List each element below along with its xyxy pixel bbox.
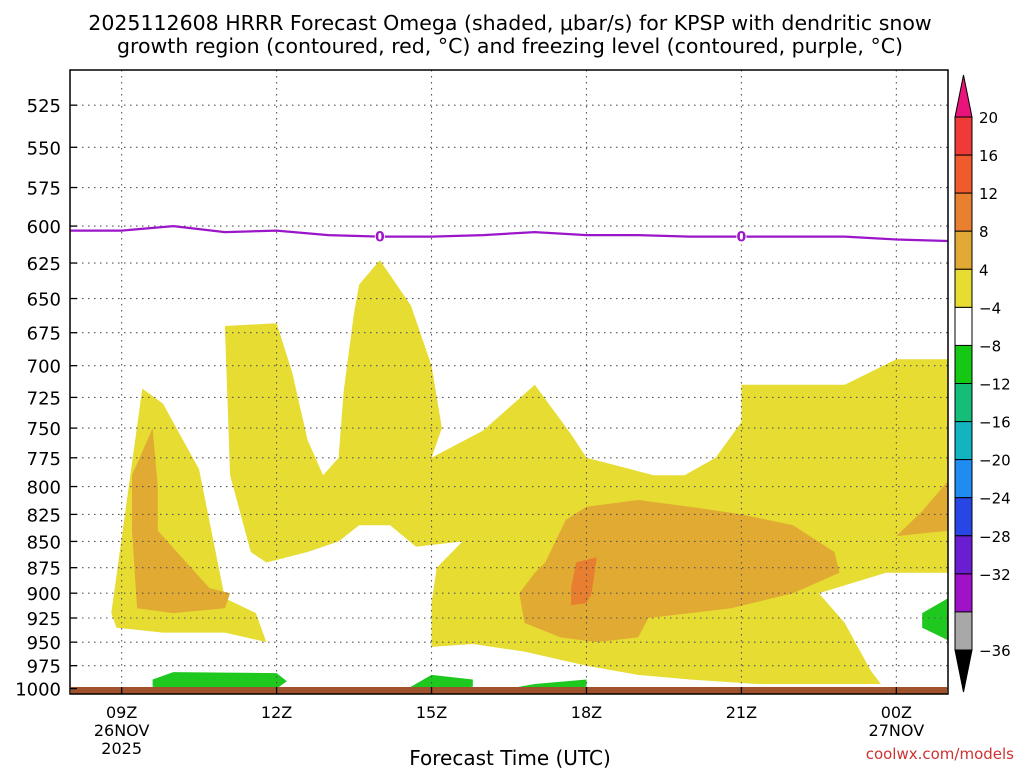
y-tick-label-800: 800: [27, 478, 61, 499]
credit-text: coolwx.com/models: [866, 745, 1014, 763]
chart-title-line2: growth region (contoured, red, °C) and f…: [117, 34, 903, 58]
colorbar-bin-2: [954, 192, 973, 232]
freezing-label-0: 0: [375, 230, 385, 246]
colorbar-label-11: −28: [979, 528, 1011, 546]
y-tick-label-900: 900: [27, 584, 61, 605]
colorbar-label-9: −20: [979, 452, 1011, 470]
freezing-label-1: 0: [737, 230, 747, 246]
chart-title-line1: 2025112608 HRRR Forecast Omega (shaded, …: [88, 11, 931, 35]
plot-frame: [69, 69, 949, 695]
colorbar-bin-0: [954, 116, 973, 156]
colorbar-label-1: 16: [979, 147, 998, 165]
y-tick-label-875: 875: [27, 559, 61, 580]
x-tick-label-24: 00Z: [881, 703, 912, 722]
colorbar-label-2: 12: [979, 185, 998, 203]
colorbar-label-4: 4: [979, 261, 989, 279]
y-tick-label-700: 700: [27, 357, 61, 378]
y-tick-label-575: 575: [27, 179, 61, 200]
x-tick-label-9: 09Z: [106, 703, 137, 722]
x-tick-label-18: 18Z: [571, 703, 602, 722]
colorbar-label-0: 20: [979, 109, 998, 127]
x-axis-label: Forecast Time (UTC): [409, 746, 611, 768]
y-tick-label-675: 675: [27, 324, 61, 345]
ground-layer: [71, 687, 947, 694]
colorbar-bin-1: [954, 154, 973, 194]
colorbar-label-13: −36: [979, 642, 1011, 660]
x-tick-label-15: 15Z: [416, 703, 447, 722]
omega-region-4: [571, 557, 597, 606]
colorbar-bin-10: [954, 497, 973, 537]
colorbar-label-12: −32: [979, 566, 1011, 584]
colorbar-bin-4: [954, 268, 973, 308]
y-tick-label-725: 725: [27, 388, 61, 409]
colorbar-bin-3: [954, 230, 973, 270]
colorbar-bin-12: [954, 573, 973, 613]
freezing-label-bg-0: [374, 228, 385, 245]
y-tick-label-525: 525: [27, 96, 61, 117]
y-tick-label-850: 850: [27, 532, 61, 553]
colorbar: 20 16 12 8 4 −4 −8 −12 −16 −20 −24 −28 −32 −36: [954, 74, 1011, 693]
y-tick-label-950: 950: [27, 633, 61, 654]
colorbar-label-8: −16: [979, 414, 1011, 432]
y-tick-label-750: 750: [27, 419, 61, 440]
x-tick-label-12: 12Z: [261, 703, 292, 722]
colorbar-bin-8: [954, 421, 973, 461]
y-tick-label-625: 625: [27, 254, 61, 275]
x-tick-label-21: 21Z: [726, 703, 757, 722]
grid: [70, 70, 948, 694]
x-tick-date-24: 27NOV: [869, 721, 925, 740]
colorbar-bin-5: [954, 306, 973, 346]
y-tick-label-650: 650: [27, 290, 61, 311]
colorbar-bin-6: [954, 344, 973, 384]
colorbar-label-6: −8: [979, 337, 1001, 355]
y-tick-label-925: 925: [27, 609, 61, 630]
omega-region-1: [132, 428, 231, 614]
y-tick-label-825: 825: [27, 505, 61, 526]
y-tick-label-1000: 1000: [15, 680, 61, 701]
colorbar-label-7: −12: [979, 376, 1011, 394]
colorbar-top-arrow: [954, 74, 973, 118]
colorbar-label-10: −24: [979, 490, 1011, 508]
omega-region-7: [410, 674, 473, 691]
omega-region-6: [152, 672, 287, 689]
colorbar-label-5: −4: [979, 299, 1001, 317]
y-tick-label-600: 600: [27, 217, 61, 238]
colorbar-bin-13: [954, 611, 973, 651]
colorbar-bottom-arrow: [954, 649, 973, 693]
omega-region-3: [519, 500, 840, 643]
y-tick-label-775: 775: [27, 449, 61, 470]
colorbar-bin-9: [954, 459, 973, 499]
x-tick-date-9: 26NOV: [94, 721, 150, 740]
omega-region-9: [922, 598, 948, 641]
colorbar-bin-7: [954, 383, 973, 423]
y-tick-label-975: 975: [27, 657, 61, 678]
y-axis: 525 550 575 600 625 650 675 700 725 750 775 800 825 8…: [15, 96, 77, 701]
colorbar-bin-11: [954, 535, 973, 575]
omega-shading: [111, 260, 948, 691]
y-tick-label-550: 550: [27, 138, 61, 159]
freezing-level-line: [70, 224, 948, 243]
colorbar-label-3: 8: [979, 223, 989, 241]
freezing-label-bg-1: [736, 228, 747, 245]
omega-region-5: [896, 480, 948, 537]
x-tick-year-9: 2025: [101, 739, 142, 758]
